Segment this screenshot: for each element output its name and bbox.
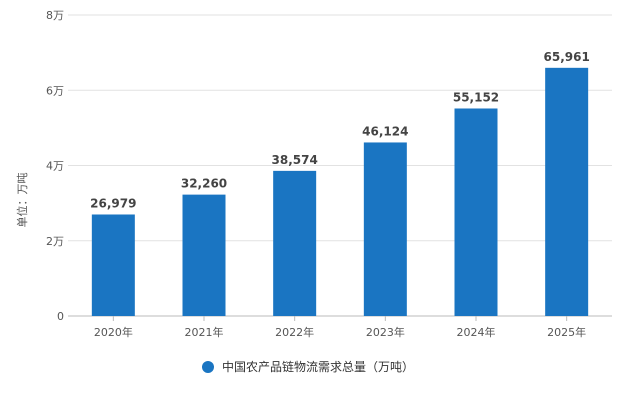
- x-tick-label: 2020年: [94, 325, 133, 339]
- data-label: 32,260: [181, 177, 227, 191]
- bar[interactable]: [545, 67, 589, 316]
- x-tick-label: 2022年: [275, 325, 314, 339]
- y-tick-label: 8万: [46, 9, 64, 22]
- bar[interactable]: [273, 170, 317, 316]
- x-tick-label: 2024年: [457, 325, 496, 339]
- legend-label: 中国农产品链物流需求总量（万吨）: [222, 359, 414, 374]
- bar[interactable]: [91, 214, 135, 316]
- data-label: 26,979: [90, 196, 136, 210]
- data-label: 38,574: [272, 153, 318, 167]
- y-axis-label: 单位：万吨: [15, 173, 29, 228]
- legend-marker: [202, 361, 214, 373]
- legend[interactable]: 中国农产品链物流需求总量（万吨）: [202, 359, 414, 374]
- data-label: 65,961: [544, 50, 590, 64]
- bar[interactable]: [363, 142, 407, 316]
- data-label: 55,152: [453, 90, 499, 104]
- y-tick-label: 6万: [46, 84, 64, 97]
- y-tick-label: 4万: [46, 160, 64, 173]
- y-tick-label: 0: [57, 310, 64, 323]
- x-tick-label: 2025年: [547, 325, 586, 339]
- bar[interactable]: [454, 108, 498, 316]
- y-tick-label: 2万: [46, 235, 64, 248]
- x-tick-label: 2021年: [185, 325, 224, 339]
- data-label: 46,124: [362, 124, 408, 138]
- bar[interactable]: [182, 194, 226, 316]
- x-tick-label: 2023年: [366, 325, 405, 339]
